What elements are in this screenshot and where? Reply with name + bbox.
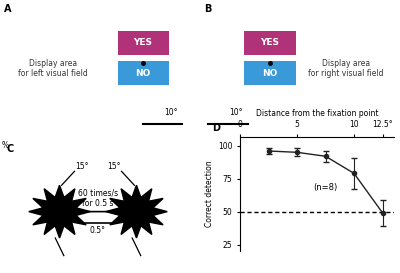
Text: 15°: 15° [75, 162, 88, 171]
Text: NO: NO [135, 69, 151, 78]
Text: 15°: 15° [107, 162, 120, 171]
Text: YES: YES [260, 38, 280, 48]
Text: 60 times/s
for 0.5 s: 60 times/s for 0.5 s [78, 189, 118, 208]
Text: A: A [4, 4, 12, 14]
Bar [298, 11, 394, 123]
Polygon shape [29, 185, 90, 238]
Text: Display area
for right visual field: Display area for right visual field [308, 58, 384, 78]
Bar [244, 31, 296, 55]
Bar [244, 61, 296, 85]
Text: (n=8): (n=8) [314, 183, 338, 192]
Y-axis label: Correct detection: Correct detection [205, 161, 214, 227]
Text: B: B [204, 4, 211, 14]
Bar [118, 61, 168, 85]
Bar [118, 31, 168, 55]
Text: C: C [6, 144, 13, 154]
Bar [6, 11, 100, 123]
Text: 10°: 10° [164, 108, 177, 117]
Text: D: D [212, 123, 220, 133]
X-axis label: Distance from the fixation point: Distance from the fixation point [256, 109, 378, 118]
Text: 10°: 10° [229, 108, 243, 117]
Text: Display area
for left visual field: Display area for left visual field [18, 58, 88, 78]
Text: NO: NO [262, 69, 278, 78]
Polygon shape [106, 185, 167, 238]
Text: 0.5°: 0.5° [90, 225, 106, 235]
Text: %: % [2, 141, 9, 150]
Text: YES: YES [134, 38, 152, 48]
